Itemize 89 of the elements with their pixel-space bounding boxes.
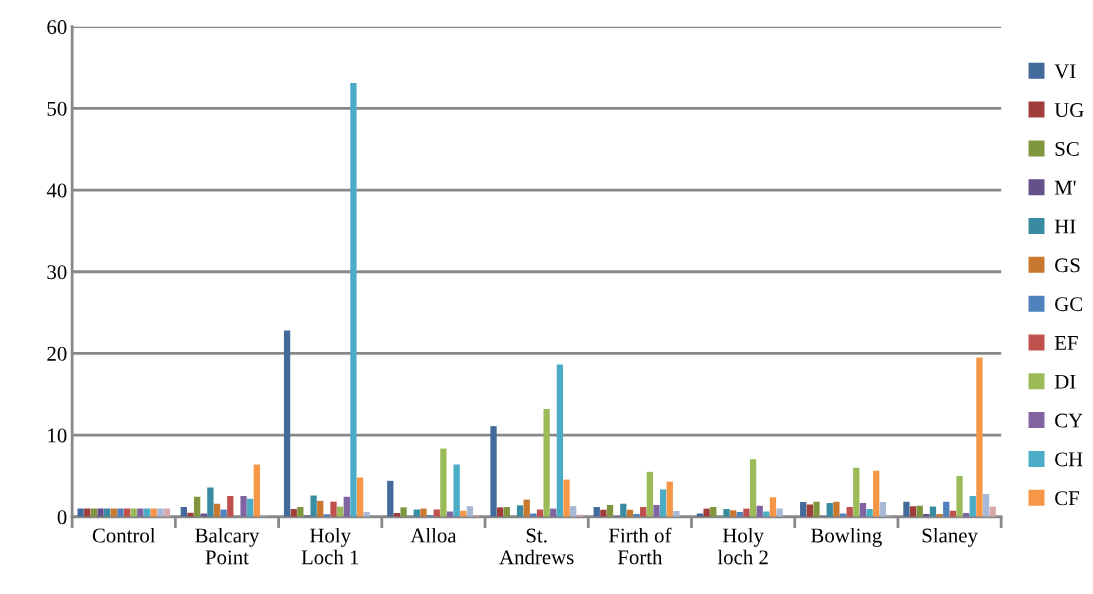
bar	[420, 508, 427, 517]
bar	[413, 509, 420, 517]
bar	[653, 504, 660, 517]
legend-label: CY	[1055, 413, 1083, 428]
x-tick-label: St. Andrews	[499, 528, 574, 565]
bar	[227, 495, 234, 517]
bar	[150, 508, 157, 517]
x-tick-label: Holy Loch 1	[301, 527, 359, 565]
bar	[356, 477, 364, 517]
bar	[982, 493, 990, 517]
bar	[600, 509, 607, 517]
y-tick-label: 60	[47, 20, 67, 35]
bar	[723, 509, 730, 517]
bar	[903, 501, 910, 517]
bar	[800, 502, 807, 517]
bar	[446, 511, 454, 517]
bar	[387, 480, 394, 517]
bar	[879, 502, 886, 517]
y-tick-label: 20	[47, 346, 67, 361]
legend-label: HI	[1054, 219, 1076, 234]
bar	[97, 508, 104, 517]
bar	[909, 506, 917, 517]
bar	[466, 506, 474, 517]
legend-label: CH	[1055, 452, 1083, 467]
x-tick-label: Balcary Point	[195, 527, 260, 565]
bar	[400, 507, 407, 517]
bar	[743, 508, 750, 517]
bar	[763, 511, 770, 517]
bar	[776, 508, 783, 517]
bar	[453, 464, 460, 517]
legend-label: GS	[1055, 258, 1080, 273]
bar	[490, 426, 497, 517]
bar	[563, 479, 570, 517]
bar	[813, 501, 820, 517]
legend-label: VI	[1054, 64, 1076, 79]
bar	[516, 505, 524, 517]
legend-label: CF	[1055, 491, 1079, 506]
bar	[343, 496, 350, 517]
bar	[646, 471, 653, 517]
bar	[330, 501, 337, 517]
bar	[193, 496, 201, 517]
bar	[220, 509, 227, 517]
bar	[570, 506, 577, 517]
bar	[77, 508, 84, 517]
bar	[659, 489, 667, 517]
bar	[543, 408, 550, 517]
bar	[317, 500, 324, 517]
x-tick-label: Control	[92, 527, 156, 543]
x-tick-label: Bowling	[811, 527, 882, 547]
bar	[240, 495, 247, 517]
bar	[117, 508, 124, 517]
bar	[350, 83, 357, 517]
bar	[703, 508, 710, 517]
bar	[666, 481, 673, 517]
bar	[536, 509, 544, 517]
legend-label: EF	[1054, 336, 1078, 350]
bar	[749, 459, 757, 517]
bar	[247, 498, 254, 517]
bar	[440, 448, 447, 517]
y-tick-label: 40	[46, 183, 67, 198]
bar	[433, 509, 440, 517]
bar	[673, 511, 680, 517]
bar	[853, 467, 860, 517]
y-tick-label: 50	[47, 101, 67, 116]
x-tick-label: Slaney	[922, 527, 978, 547]
bar	[556, 364, 564, 517]
legend-label: SC	[1055, 141, 1079, 156]
bar	[497, 507, 504, 517]
y-tick-label: 10	[48, 428, 67, 443]
bar	[873, 470, 880, 517]
legend-label: GC	[1055, 297, 1083, 312]
bar	[976, 357, 983, 517]
x-tick-label: Alloa	[410, 527, 457, 543]
bar	[833, 501, 840, 517]
bar	[283, 330, 291, 517]
legend-label: DI	[1054, 374, 1076, 389]
y-tick-label: 30	[47, 265, 67, 280]
x-tick-label: Holy loch 2	[717, 527, 768, 565]
legend-label: UG	[1054, 103, 1084, 118]
legend-label: M'	[1054, 180, 1076, 195]
x-tick-label: Firth of Forth	[608, 527, 672, 565]
bar	[310, 495, 317, 517]
bar	[253, 464, 260, 517]
bar	[866, 509, 873, 517]
bar	[956, 475, 963, 517]
bar	[769, 497, 777, 517]
bar	[969, 495, 976, 517]
y-tick-label: 0	[57, 510, 67, 525]
bar	[207, 487, 214, 517]
